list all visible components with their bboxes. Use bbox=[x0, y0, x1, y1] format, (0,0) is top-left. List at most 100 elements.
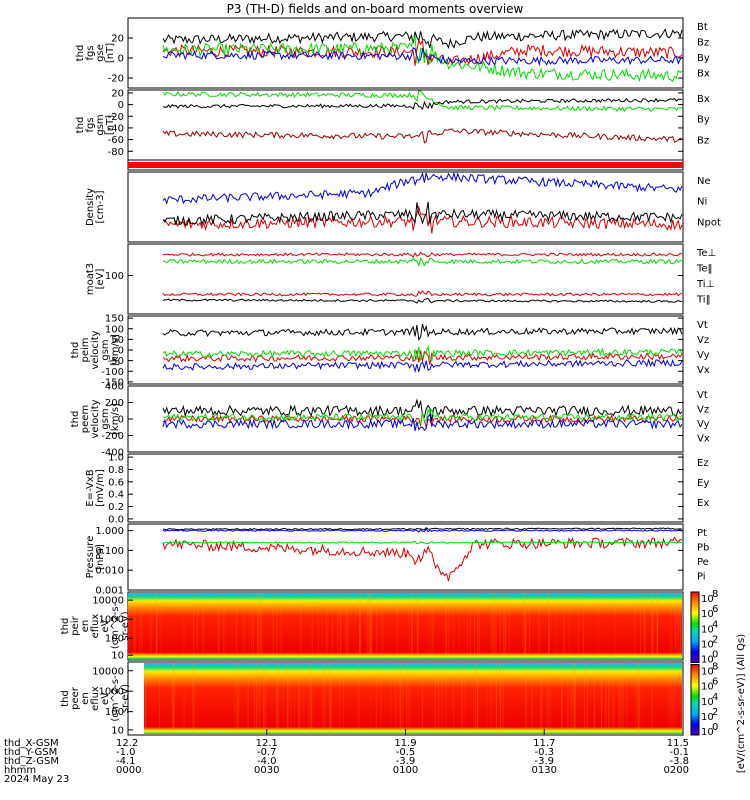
spectrogram-stripe bbox=[499, 593, 501, 659]
x-tick-label: -3.8 bbox=[669, 756, 689, 767]
spectrogram-stripe bbox=[656, 593, 658, 659]
x-tick-label: 11.9 bbox=[394, 738, 416, 749]
y-axis-label: gsm bbox=[95, 114, 106, 135]
y-axis-label: (cm^2-s- bbox=[110, 602, 121, 649]
y-tick-label: -50 bbox=[108, 356, 124, 367]
legend-entry: By bbox=[697, 115, 710, 126]
spectrogram-stripe bbox=[280, 593, 282, 659]
legend-entry: Vz bbox=[697, 335, 709, 346]
spectrogram-stripe bbox=[336, 593, 338, 659]
spectrogram-stripe bbox=[236, 593, 238, 659]
spectrogram-stripe bbox=[308, 663, 310, 734]
spectrogram-stripe bbox=[441, 663, 443, 734]
y-axis-label: gsm bbox=[100, 339, 111, 360]
panel-7: E=-VxB [mV/m]1.00.80.6 0.40.20.0 Ez Ey Ex bbox=[85, 453, 709, 526]
y-axis-label: gse bbox=[95, 44, 106, 62]
spectrogram-stripe bbox=[540, 663, 542, 734]
colorbar-tick-exponent: 2 bbox=[712, 707, 718, 718]
legend-entry: Vz bbox=[697, 405, 709, 416]
spectrogram-stripe bbox=[598, 593, 600, 659]
spectrogram-stripe bbox=[548, 593, 550, 659]
y-tick-label: 0.6 bbox=[108, 477, 124, 488]
y-tick-label: 0 bbox=[118, 346, 124, 357]
y-axis-label: thd bbox=[70, 411, 81, 428]
spectrogram-stripe bbox=[626, 663, 628, 734]
y-axis-label: [nPa] bbox=[95, 544, 106, 570]
spectrogram-stripe bbox=[577, 593, 579, 659]
spectrogram-stripe bbox=[248, 593, 250, 659]
spectrogram-stripe bbox=[475, 663, 477, 734]
legend-entry: Vt bbox=[697, 320, 708, 331]
colorbar-tick-exponent: 0 bbox=[712, 650, 718, 661]
spectrogram-stripe bbox=[670, 593, 672, 659]
spectrogram-stripe bbox=[542, 663, 544, 734]
y-tick-label: 10 bbox=[111, 651, 124, 662]
y-tick-label: 0 bbox=[118, 100, 124, 111]
y-tick-label: 10000 bbox=[92, 666, 124, 677]
spectrogram-stripe bbox=[528, 593, 530, 659]
spectrogram-stripe bbox=[276, 663, 278, 734]
spectrogram-stripe bbox=[548, 593, 550, 659]
spectrogram-stripe bbox=[656, 593, 658, 659]
spectrogram-stripe bbox=[452, 593, 454, 659]
spectrogram-stripe bbox=[622, 663, 624, 734]
spectrogram-stripe bbox=[645, 593, 647, 659]
spectrogram-stripe bbox=[680, 663, 682, 734]
y-tick-label: 1.000 bbox=[95, 526, 124, 537]
spectrogram-stripe bbox=[276, 593, 278, 659]
y-tick-label: 10 bbox=[111, 725, 124, 736]
series-line-Pe bbox=[162, 540, 683, 545]
spectrogram-stripe bbox=[530, 663, 532, 734]
panel-frame bbox=[127, 453, 684, 523]
legend-entry: By bbox=[697, 53, 710, 64]
spectrogram-stripe bbox=[610, 663, 612, 734]
spectrogram-stripe bbox=[675, 593, 677, 659]
panel-9: thd peir en eflux eV (cm^2-s-sr-eV) 10000 1000 1… bbox=[60, 591, 684, 662]
spectrogram-stripe bbox=[583, 593, 585, 659]
spectrogram-stripe bbox=[331, 593, 333, 659]
y-tick-label: 0 bbox=[118, 54, 124, 65]
spectrogram-stripe bbox=[331, 663, 333, 734]
spectrogram-stripe bbox=[192, 663, 194, 734]
y-tick-label: 1000 bbox=[99, 687, 124, 698]
x-tick-label: -3.9 bbox=[396, 756, 416, 767]
spectrogram-stripe bbox=[408, 593, 410, 659]
y-axis-label: [km/s] bbox=[110, 403, 121, 435]
spectrogram-stripe bbox=[396, 593, 398, 659]
spectrogram-stripe bbox=[380, 593, 382, 659]
legend-entry: Ey bbox=[697, 478, 709, 489]
legend-entry: Ti⊥ bbox=[696, 279, 714, 290]
spectrogram-stripe bbox=[224, 593, 226, 659]
series-line-Te⊥ bbox=[162, 251, 683, 258]
y-tick-label: 50 bbox=[111, 335, 124, 346]
y-axis-label: peir bbox=[70, 615, 81, 635]
series-line-Vy bbox=[162, 344, 683, 363]
spectrogram-stripe bbox=[651, 593, 653, 659]
y-tick-label: -20 bbox=[108, 74, 124, 85]
spectrogram-stripe bbox=[262, 663, 264, 734]
series-line-Vy bbox=[162, 408, 683, 425]
spectrogram-stripe bbox=[380, 663, 382, 734]
spectrogram-stripe bbox=[263, 663, 265, 734]
colorbar-tick-exponent: 6 bbox=[712, 604, 718, 615]
y-axis-label: thd bbox=[70, 342, 81, 359]
x-tick-label: -1.0 bbox=[116, 747, 136, 758]
spectrogram-stripe bbox=[614, 593, 616, 659]
y-axis-label: thd bbox=[75, 117, 86, 134]
spectrogram-stripe bbox=[540, 663, 542, 734]
y-axis-label: eflux bbox=[90, 686, 101, 711]
spectrogram-stripe bbox=[495, 663, 497, 734]
legend-entry: Pb bbox=[697, 543, 709, 554]
spectrogram-stripe bbox=[256, 663, 258, 734]
spectrogram-stripe bbox=[359, 593, 361, 659]
y-tick-label: 100 bbox=[105, 271, 124, 282]
colorbar-tick-exponent: 8 bbox=[712, 589, 718, 600]
spectrogram-stripe bbox=[310, 663, 312, 734]
y-tick-label: -20 bbox=[108, 112, 124, 123]
spectrogram-stripe bbox=[477, 663, 479, 734]
spectrogram-stripe bbox=[133, 593, 135, 659]
spectrogram-stripe bbox=[339, 663, 341, 734]
spectrogram-stripe bbox=[347, 593, 349, 659]
spectrogram-stripe bbox=[525, 593, 527, 659]
